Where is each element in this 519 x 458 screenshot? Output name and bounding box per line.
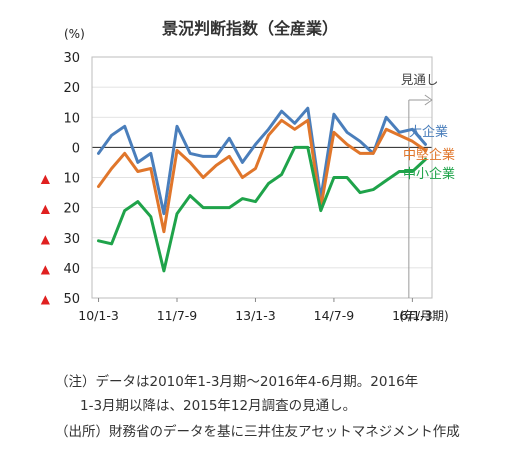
negative-marker: ▲ bbox=[41, 292, 51, 306]
chart: 景況判断指数（全産業） (%) 30 20 10 0 10 ▲ 20 ▲ 30 ▲ 40 ▲ 50 ▲ 1… bbox=[41, 19, 455, 323]
chart-title: 景況判断指数（全産業） bbox=[162, 19, 338, 38]
series-layer bbox=[97, 106, 427, 273]
legend-label-1: 中堅企業 bbox=[403, 147, 455, 163]
negative-marker: ▲ bbox=[41, 262, 51, 276]
negative-marker: ▲ bbox=[41, 232, 51, 246]
plot-border bbox=[91, 56, 433, 299]
y-tick-label: 0 bbox=[72, 141, 80, 156]
y-tick-label: 10 bbox=[63, 172, 80, 187]
note-line-1: （注）データは2010年1-3月期～2016年4-6月期。2016年 bbox=[55, 374, 419, 390]
x-tick-label: 13/1-3 bbox=[235, 308, 276, 323]
y-tick-label: 10 bbox=[63, 111, 80, 126]
x-tick-label: 14/7-9 bbox=[314, 308, 355, 323]
negative-marker: ▲ bbox=[41, 172, 51, 186]
y-tick-label: 30 bbox=[63, 51, 80, 66]
y-tick-label: 20 bbox=[63, 202, 80, 217]
legend-label-2: 中小企業 bbox=[403, 166, 455, 182]
x-tick-label: 10/1-3 bbox=[78, 308, 119, 323]
negative-marker: ▲ bbox=[41, 202, 51, 216]
series-line-1 bbox=[97, 118, 427, 234]
forecast-label: 見通し bbox=[401, 72, 439, 87]
series-line-0 bbox=[97, 106, 427, 216]
note-line-3: （出所）財務省のデータを基に三井住友アセットマネジメント作成 bbox=[55, 424, 460, 440]
y-tick-label: 20 bbox=[63, 81, 80, 96]
x-tick-label: 11/7-9 bbox=[157, 308, 198, 323]
note-line-2: 1-3月期以降は、2015年12月調査の見通し。 bbox=[80, 398, 357, 414]
series-line-2 bbox=[97, 145, 427, 273]
x-tick-label: 16/1-3 bbox=[392, 308, 433, 323]
y-tick-label: 40 bbox=[63, 262, 80, 277]
y-tick-label: 30 bbox=[63, 232, 80, 247]
x-axis-label: (年/月期) bbox=[399, 309, 448, 323]
legend-label-0: 大企業 bbox=[409, 124, 448, 140]
x-axis: 10/1-3 11/7-9 13/1-3 14/7-9 16/1-3(年/月期) bbox=[78, 298, 449, 323]
y-tick-label: 50 bbox=[63, 292, 80, 307]
forecast-arrow-head bbox=[424, 94, 433, 106]
forecast-marker: 見通し bbox=[401, 72, 439, 298]
y-unit-label: (%) bbox=[64, 27, 85, 41]
y-axis: 30 20 10 0 10 ▲ 20 ▲ 30 ▲ 40 ▲ 50 ▲ bbox=[41, 51, 80, 307]
plot-area bbox=[91, 56, 433, 299]
